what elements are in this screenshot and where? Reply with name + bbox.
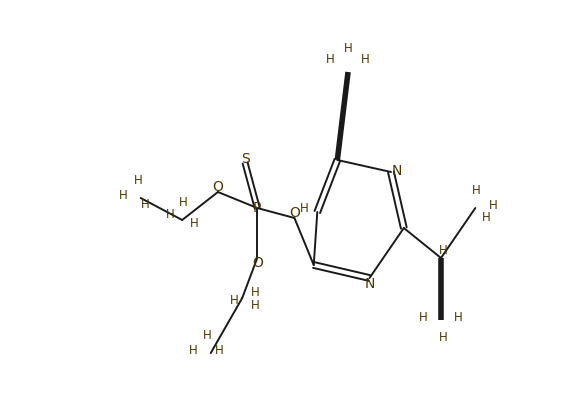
Text: N: N — [364, 277, 374, 291]
Text: H: H — [141, 198, 150, 211]
Text: H: H — [134, 174, 143, 187]
Text: S: S — [241, 152, 250, 166]
Text: H: H — [439, 331, 448, 344]
Text: H: H — [343, 42, 352, 55]
Text: H: H — [190, 217, 199, 230]
Text: O: O — [252, 256, 263, 270]
Text: P: P — [253, 201, 261, 215]
Text: H: H — [250, 299, 259, 312]
Text: H: H — [472, 184, 481, 197]
Text: H: H — [215, 344, 223, 357]
Text: H: H — [119, 189, 128, 202]
Text: H: H — [179, 196, 188, 209]
Text: H: H — [301, 202, 309, 215]
Text: H: H — [482, 211, 490, 224]
Text: H: H — [489, 199, 498, 212]
Text: O: O — [289, 206, 300, 220]
Text: H: H — [326, 53, 335, 66]
Text: H: H — [362, 53, 370, 66]
Text: H: H — [419, 311, 428, 324]
Text: H: H — [250, 287, 259, 300]
Text: O: O — [213, 180, 223, 194]
Text: N: N — [391, 164, 402, 178]
Text: H: H — [454, 311, 463, 324]
Text: H: H — [439, 244, 448, 257]
Text: H: H — [189, 344, 197, 357]
Text: H: H — [203, 329, 212, 342]
Text: H: H — [230, 294, 239, 307]
Text: H: H — [166, 209, 175, 222]
